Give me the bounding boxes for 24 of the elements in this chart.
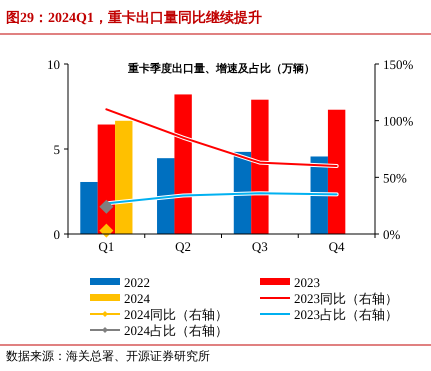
x-tick-label: Q2 — [175, 239, 192, 254]
y-tick-label: 5 — [54, 142, 60, 157]
legend-label: 2022 — [124, 275, 150, 290]
y-tick-label: 0 — [54, 227, 60, 242]
x-tick-label: Q3 — [252, 239, 268, 254]
legend-label: 2023同比（右轴） — [294, 291, 398, 306]
bar — [115, 120, 132, 234]
chart-subtitle: 重卡季度出口量、增速及占比（万辆） — [127, 62, 315, 75]
source-note: 数据来源：海关总署、开源证券研究所 — [6, 349, 210, 363]
bar — [157, 158, 174, 234]
legend-label: 2023 — [294, 275, 320, 290]
y2-tick-label: 100% — [383, 114, 414, 129]
y2-tick-label: 50% — [383, 170, 407, 186]
x-tick-label: Q1 — [98, 239, 114, 254]
y2-tick-label: 150% — [383, 57, 414, 72]
legend-label: 2024同比（右轴） — [124, 307, 228, 322]
x-tick-label: Q4 — [328, 239, 346, 254]
y-tick-label: 10 — [47, 57, 60, 72]
chart-title: 图29：2024Q1，重卡出口量同比继续提升 — [6, 9, 262, 26]
bar — [80, 182, 98, 234]
legend-label: 2024占比（右轴） — [124, 323, 228, 338]
legend-label: 2024 — [124, 291, 150, 306]
legend-label: 2023占比（右轴） — [294, 307, 398, 322]
y2-tick-label: 0% — [383, 227, 400, 242]
